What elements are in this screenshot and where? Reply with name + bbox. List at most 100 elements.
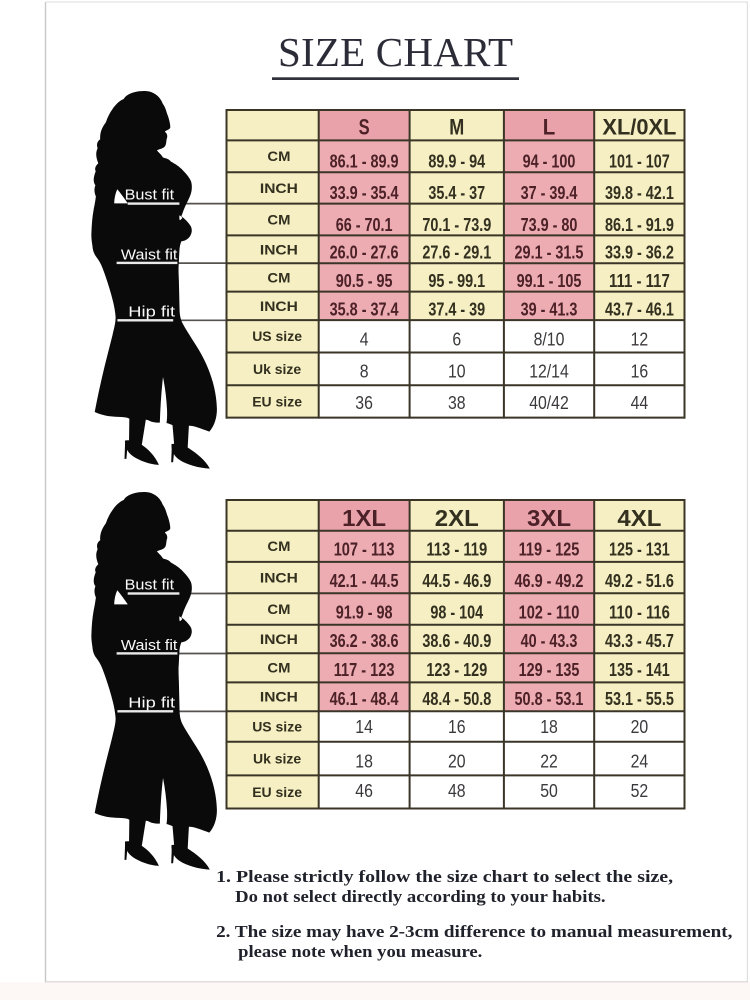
svg-text:35.8 - 37.4: 35.8 - 37.4 — [330, 300, 399, 320]
svg-text:50.8 - 53.1: 50.8 - 53.1 — [515, 689, 584, 709]
svg-text:94 - 100: 94 - 100 — [523, 152, 576, 172]
svg-text:53.1 - 55.5: 53.1 - 55.5 — [605, 689, 674, 709]
svg-text:INCH: INCH — [260, 631, 298, 647]
svg-text:Hip fit: Hip fit — [128, 304, 176, 321]
svg-text:50: 50 — [540, 781, 558, 801]
svg-text:90.5 - 95: 90.5 - 95 — [336, 271, 393, 291]
svg-text:10: 10 — [448, 362, 466, 382]
svg-text:4: 4 — [360, 330, 369, 350]
svg-text:INCH: INCH — [260, 689, 298, 705]
svg-text:91.9 - 98: 91.9 - 98 — [336, 603, 393, 623]
svg-text:33.9 - 36.2: 33.9 - 36.2 — [605, 243, 674, 263]
svg-text:113 - 119: 113 - 119 — [426, 540, 487, 560]
svg-text:M: M — [449, 115, 464, 140]
svg-text:XL/0XL: XL/0XL — [602, 115, 676, 140]
svg-text:66 - 70.1: 66 - 70.1 — [336, 215, 393, 235]
svg-text:CM: CM — [267, 269, 290, 285]
svg-text:Bust fit: Bust fit — [125, 187, 175, 204]
svg-text:26.0 - 27.6: 26.0 - 27.6 — [330, 243, 399, 263]
svg-text:38: 38 — [448, 393, 466, 413]
svg-text:40/42: 40/42 — [529, 393, 569, 413]
svg-text:86.1 - 91.9: 86.1 - 91.9 — [605, 215, 674, 235]
svg-text:Bust fit: Bust fit — [125, 577, 175, 594]
svg-text:44.5 - 46.9: 44.5 - 46.9 — [422, 571, 491, 591]
svg-text:46.9 - 49.2: 46.9 - 49.2 — [515, 571, 584, 591]
svg-text:6: 6 — [452, 330, 461, 350]
svg-text:70.1 - 73.9: 70.1 - 73.9 — [422, 215, 491, 235]
svg-text:117 - 123: 117 - 123 — [334, 660, 395, 680]
svg-text:Waist fit: Waist fit — [121, 637, 178, 654]
svg-text:135 - 141: 135 - 141 — [609, 660, 670, 680]
svg-text:Do not select directly accordi: Do not select directly according to your… — [235, 887, 605, 906]
svg-text:12: 12 — [631, 330, 649, 350]
svg-text:L: L — [543, 115, 556, 140]
svg-text:1XL: 1XL — [342, 505, 386, 531]
svg-text:46.1 - 48.4: 46.1 - 48.4 — [330, 689, 399, 709]
svg-text:14: 14 — [355, 717, 373, 737]
svg-text:18: 18 — [540, 717, 558, 737]
svg-text:CM: CM — [267, 660, 290, 676]
svg-text:8: 8 — [360, 362, 369, 382]
svg-text:2. The size may have 2-3cm di: 2. The size may have 2-3cm difference to… — [216, 922, 732, 941]
svg-text:42.1 - 44.5: 42.1 - 44.5 — [330, 571, 399, 591]
svg-text:40 - 43.3: 40 - 43.3 — [521, 631, 578, 651]
svg-text:20: 20 — [448, 751, 466, 771]
svg-text:43.7 - 46.1: 43.7 - 46.1 — [605, 300, 674, 320]
svg-text:3XL: 3XL — [527, 505, 571, 531]
svg-text:INCH: INCH — [260, 241, 298, 257]
svg-text:27.6 - 29.1: 27.6 - 29.1 — [422, 243, 491, 263]
svg-text:95 - 99.1: 95 - 99.1 — [428, 271, 485, 291]
svg-text:INCH: INCH — [260, 180, 298, 196]
svg-text:Uk size: Uk size — [253, 751, 301, 767]
svg-text:89.9 - 94: 89.9 - 94 — [428, 152, 485, 172]
svg-text:EU size: EU size — [252, 393, 302, 409]
svg-text:36.2 - 38.6: 36.2 - 38.6 — [330, 631, 399, 651]
svg-text:38.6 - 40.9: 38.6 - 40.9 — [422, 631, 491, 651]
svg-text:49.2 - 51.6: 49.2 - 51.6 — [605, 571, 674, 591]
svg-text:111 - 117: 111 - 117 — [609, 271, 670, 291]
svg-text:EU size: EU size — [252, 784, 302, 800]
svg-text:101 - 107: 101 - 107 — [609, 152, 670, 172]
svg-text:16: 16 — [631, 362, 649, 382]
svg-text:20: 20 — [631, 717, 649, 737]
svg-text:CM: CM — [267, 538, 290, 554]
svg-text:99.1 - 105: 99.1 - 105 — [517, 271, 582, 291]
svg-text:INCH: INCH — [260, 570, 298, 586]
svg-text:125 - 131: 125 - 131 — [609, 540, 670, 560]
svg-text:18: 18 — [355, 751, 373, 771]
svg-text:CM: CM — [267, 601, 290, 617]
svg-text:2XL: 2XL — [435, 505, 479, 531]
svg-text:12/14: 12/14 — [529, 362, 569, 382]
svg-text:Waist fit: Waist fit — [121, 246, 178, 263]
svg-text:INCH: INCH — [260, 298, 298, 314]
svg-text:29.1 - 31.5: 29.1 - 31.5 — [515, 243, 584, 263]
svg-text:16: 16 — [448, 717, 466, 737]
svg-text:22: 22 — [540, 751, 558, 771]
svg-text:46: 46 — [355, 781, 373, 801]
svg-text:39 - 41.3: 39 - 41.3 — [521, 300, 578, 320]
svg-text:98 - 104: 98 - 104 — [430, 603, 483, 623]
svg-text:24: 24 — [631, 751, 649, 771]
svg-text:US size: US size — [252, 718, 302, 734]
svg-text:107 - 113: 107 - 113 — [334, 540, 395, 560]
svg-text:43.3 - 45.7: 43.3 - 45.7 — [605, 631, 674, 651]
svg-text:48.4 - 50.8: 48.4 - 50.8 — [422, 689, 491, 709]
svg-text:48: 48 — [448, 781, 466, 801]
svg-text:39.8 - 42.1: 39.8 - 42.1 — [605, 183, 674, 203]
svg-text:33.9 - 35.4: 33.9 - 35.4 — [330, 183, 399, 203]
svg-text:73.9 - 80: 73.9 - 80 — [521, 215, 578, 235]
svg-text:35.4 - 37: 35.4 - 37 — [428, 183, 485, 203]
svg-text:S: S — [359, 115, 370, 140]
svg-text:102 - 110: 102 - 110 — [519, 603, 580, 623]
svg-text:CM: CM — [267, 148, 290, 164]
svg-text:SIZE CHART: SIZE CHART — [278, 29, 513, 75]
svg-text:37 - 39.4: 37 - 39.4 — [521, 183, 578, 203]
svg-text:129 - 135: 129 - 135 — [519, 660, 580, 680]
svg-text:110 - 116: 110 - 116 — [609, 603, 670, 623]
svg-text:Hip fit: Hip fit — [128, 695, 176, 712]
svg-text:4XL: 4XL — [617, 505, 661, 531]
svg-text:8/10: 8/10 — [534, 330, 565, 350]
svg-text:please note when you measure.: please note when you measure. — [238, 942, 482, 961]
svg-text:119 - 125: 119 - 125 — [519, 540, 580, 560]
svg-text:37.4 - 39: 37.4 - 39 — [428, 300, 485, 320]
